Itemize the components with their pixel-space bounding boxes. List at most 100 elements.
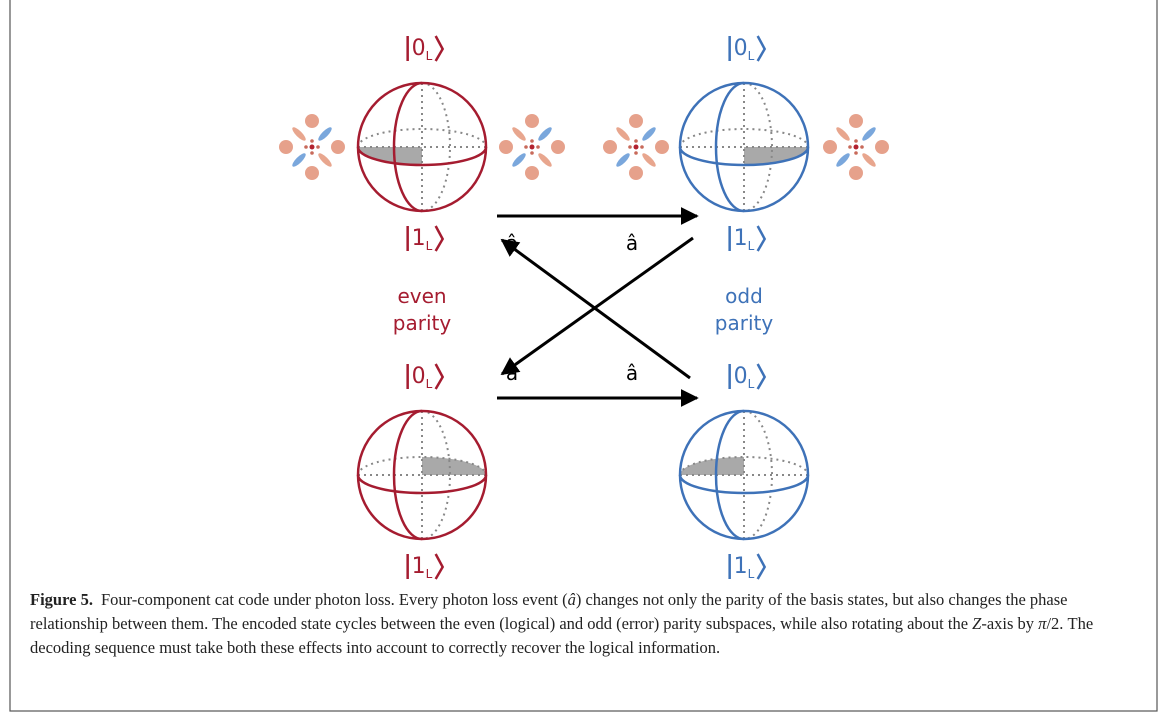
fringe: [835, 152, 852, 169]
blob: [849, 114, 863, 128]
ket-label: 0L: [734, 36, 755, 63]
ket-value: 1: [734, 226, 748, 251]
ket-subscript: L: [426, 239, 433, 253]
dot: [304, 145, 308, 149]
ket-value: 1: [734, 554, 748, 579]
blob: [603, 140, 617, 154]
ket-subscript: L: [426, 377, 433, 391]
parity-label: odd: [725, 284, 763, 308]
fringe: [291, 152, 308, 169]
fringe: [317, 126, 334, 143]
blob: [331, 140, 345, 154]
blob: [849, 166, 863, 180]
page: 0L1L0L1L0L1L0L1Lââââevenparityoddparity …: [0, 0, 1168, 713]
dot: [310, 151, 314, 155]
dot: [854, 145, 859, 150]
blob: [279, 140, 293, 154]
fringe: [615, 152, 632, 169]
ket-label: 1L: [412, 554, 433, 581]
caption-text: -axis by: [981, 614, 1038, 633]
operator: â: [626, 231, 638, 255]
ket-subscript: L: [748, 49, 755, 63]
fringe: [511, 152, 528, 169]
blob: [629, 114, 643, 128]
caption-label: Figure 5.: [30, 590, 93, 609]
dot: [634, 151, 638, 155]
ket-angle: [758, 36, 765, 61]
shade: [422, 457, 486, 475]
caption-text: Four-component cat code under photon los…: [101, 590, 568, 609]
dot: [628, 145, 632, 149]
fringe: [511, 126, 528, 143]
dot: [536, 145, 540, 149]
ket-label: 1L: [734, 554, 755, 581]
caption-text: Z: [972, 614, 981, 633]
blob: [525, 166, 539, 180]
dot: [860, 145, 864, 149]
parity-label: even: [397, 284, 446, 308]
operator: â: [626, 361, 638, 385]
caption-text: â: [568, 590, 576, 609]
ket-angle: [758, 554, 765, 579]
blob: [875, 140, 889, 154]
dot: [524, 145, 528, 149]
dot: [310, 139, 314, 143]
ket-subscript: L: [748, 567, 755, 581]
ket-label: 1L: [734, 226, 755, 253]
ket-value: 0: [734, 364, 748, 389]
dot: [316, 145, 320, 149]
arrows: [497, 216, 697, 398]
fringe: [835, 126, 852, 143]
blob: [655, 140, 669, 154]
fringe: [317, 152, 334, 169]
fringe: [861, 126, 878, 143]
ket-angle: [436, 36, 443, 61]
arrow: [502, 238, 693, 374]
ket-angle: [758, 364, 765, 389]
fringe: [537, 126, 554, 143]
blob: [551, 140, 565, 154]
ket-value: 0: [412, 36, 426, 61]
caption: Figure 5. Four-component cat code under p…: [30, 588, 1140, 660]
ket-subscript: L: [748, 239, 755, 253]
ket-label: 1L: [412, 226, 433, 253]
ket-subscript: L: [748, 377, 755, 391]
ket-label: 0L: [734, 364, 755, 391]
blob: [499, 140, 513, 154]
ket-angle: [436, 554, 443, 579]
fringe: [861, 152, 878, 169]
ket-value: 1: [412, 226, 426, 251]
ket-label: 0L: [412, 36, 433, 63]
dot: [640, 145, 644, 149]
fringe: [537, 152, 554, 169]
ket-angle: [436, 226, 443, 251]
blob: [525, 114, 539, 128]
dot: [530, 139, 534, 143]
dot: [854, 151, 858, 155]
ket-subscript: L: [426, 567, 433, 581]
ket-angle: [436, 364, 443, 389]
dot: [848, 145, 852, 149]
blob: [629, 166, 643, 180]
fringe: [615, 126, 632, 143]
parity-label: parity: [715, 311, 774, 335]
dot: [530, 145, 535, 150]
dot: [634, 139, 638, 143]
blob: [305, 166, 319, 180]
ket-subscript: L: [426, 49, 433, 63]
dot: [530, 151, 534, 155]
operator: â: [506, 361, 518, 385]
ket-label: 0L: [412, 364, 433, 391]
ket-angle: [758, 226, 765, 251]
dot: [310, 145, 315, 150]
ket-value: 0: [412, 364, 426, 389]
dot: [854, 139, 858, 143]
fringe: [291, 126, 308, 143]
blob: [823, 140, 837, 154]
operator: â: [506, 231, 518, 255]
ket-value: 0: [734, 36, 748, 61]
blob: [305, 114, 319, 128]
ket-value: 1: [412, 554, 426, 579]
fringe: [641, 152, 658, 169]
fringe: [641, 126, 658, 143]
